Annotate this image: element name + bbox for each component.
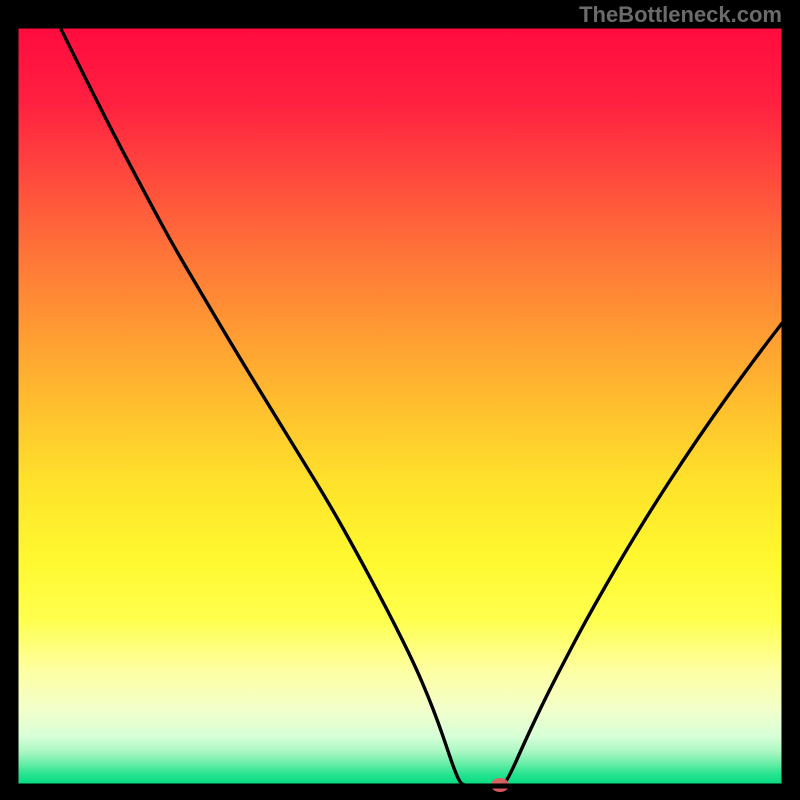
plot-background <box>16 26 784 786</box>
watermark-text: TheBottleneck.com <box>579 2 782 28</box>
bottleneck-chart <box>0 0 800 800</box>
